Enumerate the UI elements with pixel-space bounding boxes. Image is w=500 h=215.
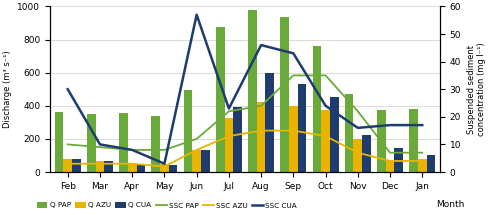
Bar: [248, 10, 257, 172]
Bar: [257, 102, 266, 172]
Bar: [409, 109, 418, 172]
Bar: [321, 110, 330, 172]
Bar: [418, 159, 426, 172]
Bar: [152, 116, 160, 172]
Legend: Q PAP, Q AZU, Q CUA, SSC PAP, SSC AZU, SSC CUA: Q PAP, Q AZU, Q CUA, SSC PAP, SSC AZU, S…: [34, 200, 300, 211]
Bar: [394, 148, 403, 172]
Bar: [354, 139, 362, 172]
Bar: [233, 108, 242, 172]
Y-axis label: Suspended sediment
concentration (mg l⁻¹): Suspended sediment concentration (mg l⁻¹…: [467, 42, 486, 136]
Bar: [72, 159, 81, 172]
Bar: [266, 74, 274, 172]
Bar: [64, 159, 72, 172]
Bar: [184, 90, 192, 172]
Bar: [224, 118, 233, 172]
Bar: [330, 97, 338, 172]
Bar: [104, 161, 113, 172]
Bar: [160, 164, 169, 172]
Bar: [289, 106, 298, 172]
Text: Month: Month: [436, 200, 464, 209]
Bar: [280, 17, 289, 172]
Bar: [426, 155, 436, 172]
Bar: [298, 84, 306, 172]
Bar: [87, 114, 96, 172]
Bar: [54, 112, 64, 172]
Bar: [312, 46, 321, 172]
Bar: [386, 161, 394, 172]
Bar: [377, 110, 386, 172]
Bar: [362, 135, 371, 172]
Bar: [119, 113, 128, 172]
Bar: [201, 150, 209, 172]
Bar: [136, 164, 145, 172]
Bar: [345, 94, 354, 172]
Bar: [96, 161, 104, 172]
Y-axis label: Discharge (m³ s⁻¹): Discharge (m³ s⁻¹): [2, 50, 12, 128]
Bar: [216, 27, 224, 172]
Bar: [169, 165, 177, 172]
Bar: [192, 150, 201, 172]
Bar: [128, 164, 136, 172]
